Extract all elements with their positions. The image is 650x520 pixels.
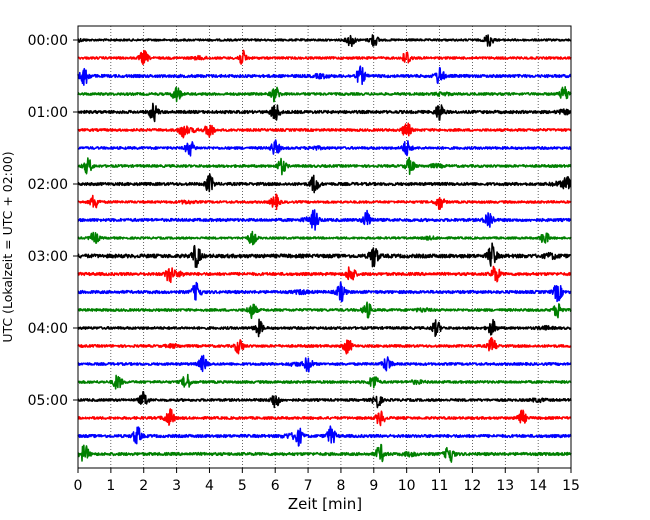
trace-line [77,156,572,176]
trace-line [77,354,572,373]
trace-line [77,373,572,390]
trace-line [77,318,572,338]
x-tick-label: 3 [172,478,181,494]
trace-line [77,265,572,284]
trace-line [77,65,572,86]
y-tick-label: 00:00 [28,33,68,49]
trace-line [77,49,572,66]
y-tick-label: 05:00 [28,393,68,409]
x-tick-label: 15 [562,478,580,494]
trace-line [77,34,572,48]
trace-line [77,102,572,123]
trace-line [77,122,572,139]
plot-frame [77,25,572,469]
trace-line [77,443,572,463]
x-tick-label: 7 [304,478,313,494]
x-tick-label: 4 [205,478,214,494]
y-axis-label: UTC (Lokalzeit = UTC + 02:00) [0,151,15,342]
trace-line [77,336,572,355]
trace-line [77,408,572,427]
x-axis-label: Zeit [min] [288,495,362,513]
x-tick-label: 13 [496,478,514,494]
trace-line [77,390,572,409]
x-tick-label: 12 [463,478,481,494]
trace-line [77,301,572,320]
trace-line [77,139,572,157]
x-tick-label: 1 [106,478,115,494]
x-tick-label: 0 [74,478,83,494]
x-tick-label: 11 [431,478,449,494]
trace-line [77,425,572,447]
traces [77,34,572,463]
trace-line [77,173,572,194]
x-tick-label: 5 [238,478,247,494]
x-tick-label: 8 [336,478,345,494]
y-tick-label: 03:00 [28,249,68,265]
trace-line [77,281,572,303]
trace-line [77,86,572,103]
y-tick-label: 01:00 [28,105,68,121]
x-tick-label: 14 [529,478,547,494]
x-axis-ticks: 0 1 2 3 4 5 6 7 8 9 10 11 12 13 14 15 [74,468,580,494]
trace-line [77,242,572,269]
x-tick-label: 2 [139,478,148,494]
trace-line [77,209,572,231]
x-tick-label: 9 [369,478,378,494]
y-tick-label: 02:00 [28,177,68,193]
y-tick-label: 04:00 [28,321,68,337]
trace-line [77,193,572,211]
trace-line [77,230,572,246]
y-axis-ticks: 00:00 01:00 02:00 03:00 04:00 05:00 [28,33,78,409]
x-tick-label: 10 [398,478,416,494]
x-tick-label: 6 [271,478,280,494]
